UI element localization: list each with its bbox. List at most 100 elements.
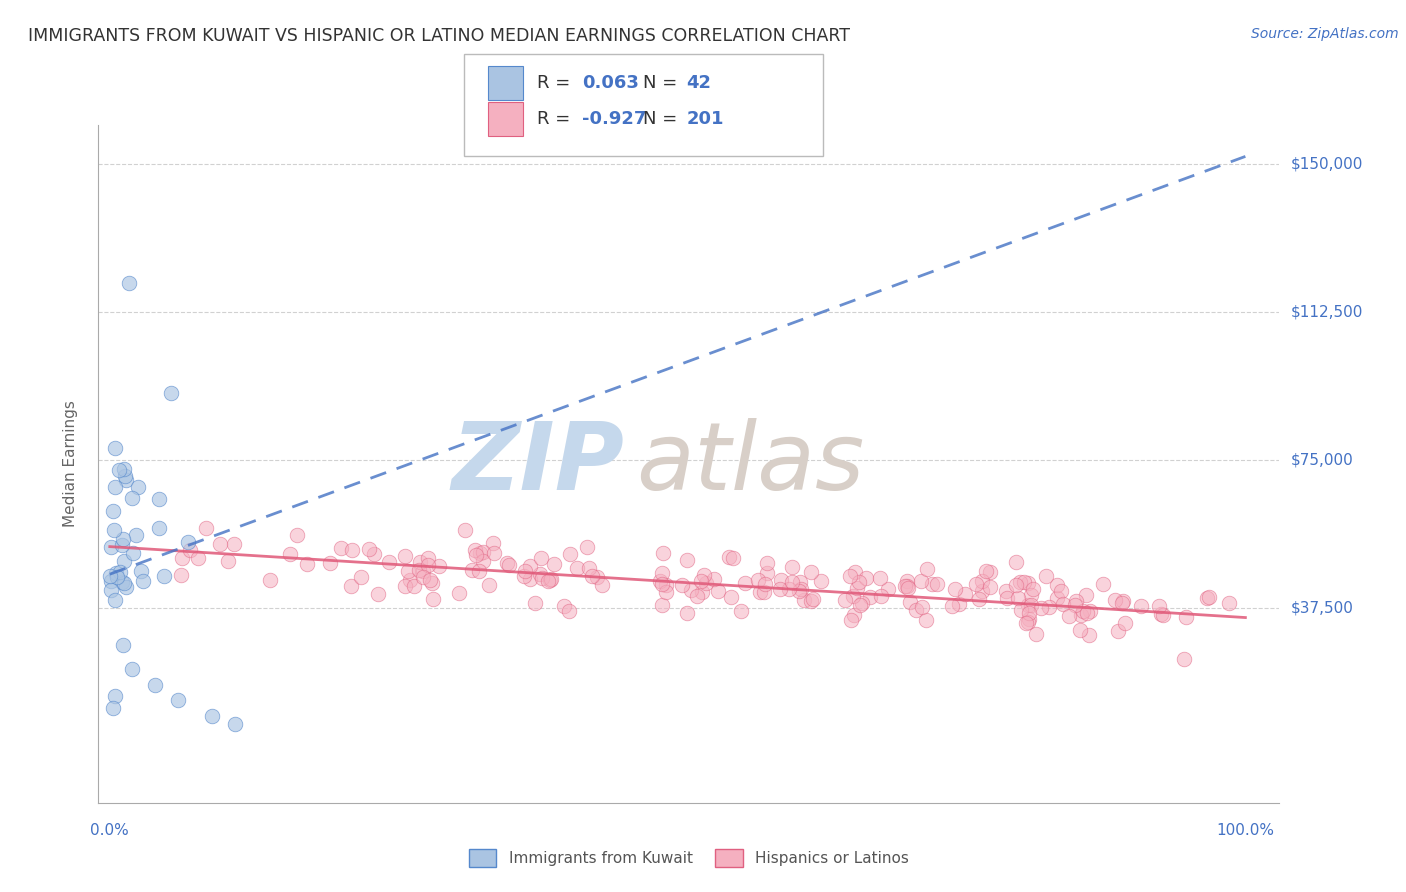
Point bbox=[1052, 597, 1074, 611]
Point bbox=[1198, 590, 1220, 604]
Point bbox=[201, 709, 224, 723]
Point bbox=[1017, 576, 1039, 591]
Text: $75,000: $75,000 bbox=[1291, 452, 1354, 467]
Point bbox=[112, 638, 135, 652]
Point bbox=[148, 492, 170, 507]
Point bbox=[690, 584, 713, 599]
Point bbox=[295, 557, 318, 571]
Point bbox=[686, 589, 709, 603]
Point bbox=[897, 581, 920, 595]
Point bbox=[965, 577, 987, 591]
Point bbox=[995, 591, 1018, 605]
Point bbox=[943, 582, 966, 597]
Point bbox=[1071, 604, 1094, 618]
Point bbox=[127, 480, 149, 494]
Point bbox=[1018, 606, 1040, 620]
Point bbox=[734, 576, 756, 591]
Point bbox=[105, 570, 128, 584]
Point bbox=[565, 560, 588, 574]
Point bbox=[578, 561, 600, 575]
Point bbox=[1064, 598, 1087, 612]
Text: IMMIGRANTS FROM KUWAIT VS HISPANIC OR LATINO MEDIAN EARNINGS CORRELATION CHART: IMMIGRANTS FROM KUWAIT VS HISPANIC OR LA… bbox=[28, 27, 851, 45]
Point bbox=[651, 577, 673, 591]
Point bbox=[842, 589, 865, 603]
Point bbox=[122, 546, 145, 560]
Point bbox=[101, 504, 124, 518]
Point bbox=[755, 566, 778, 580]
Point bbox=[1017, 615, 1039, 629]
Point bbox=[941, 599, 963, 614]
Point bbox=[1107, 624, 1129, 639]
Point bbox=[679, 582, 702, 597]
Point bbox=[1074, 588, 1097, 602]
Point bbox=[789, 574, 811, 589]
Point bbox=[651, 566, 673, 580]
Text: R =: R = bbox=[537, 110, 576, 128]
Point bbox=[108, 463, 131, 477]
Point bbox=[519, 572, 541, 586]
Point bbox=[1114, 615, 1136, 630]
Point bbox=[848, 599, 870, 613]
Point bbox=[1049, 583, 1071, 598]
Point bbox=[876, 582, 898, 597]
Point bbox=[105, 566, 128, 580]
Point bbox=[115, 473, 138, 487]
Point bbox=[925, 577, 948, 591]
Point bbox=[706, 583, 728, 598]
Point bbox=[581, 568, 603, 582]
Point bbox=[1069, 623, 1091, 637]
Point bbox=[194, 521, 217, 535]
Point bbox=[427, 559, 450, 574]
Point bbox=[585, 569, 607, 583]
Point bbox=[461, 563, 484, 577]
Text: $150,000: $150,000 bbox=[1291, 157, 1362, 172]
Point bbox=[842, 607, 865, 622]
Point bbox=[177, 534, 200, 549]
Point bbox=[969, 592, 991, 607]
Point bbox=[394, 578, 416, 592]
Point bbox=[396, 564, 419, 578]
Point bbox=[538, 573, 561, 587]
Point bbox=[114, 469, 136, 483]
Point bbox=[1046, 591, 1069, 606]
Point bbox=[893, 579, 915, 593]
Text: 100.0%: 100.0% bbox=[1216, 822, 1274, 838]
Point bbox=[495, 557, 517, 571]
Point bbox=[419, 573, 441, 587]
Text: Source: ZipAtlas.com: Source: ZipAtlas.com bbox=[1251, 27, 1399, 41]
Point bbox=[530, 551, 553, 566]
Point bbox=[1007, 591, 1029, 605]
Point bbox=[259, 573, 281, 587]
Point bbox=[103, 701, 124, 715]
Point bbox=[111, 532, 134, 546]
Point bbox=[787, 583, 810, 598]
Point bbox=[553, 599, 575, 614]
Point bbox=[1218, 596, 1240, 610]
Point bbox=[524, 596, 547, 610]
Point bbox=[970, 574, 993, 589]
Text: ZIP: ZIP bbox=[451, 417, 624, 510]
Text: 0.063: 0.063 bbox=[582, 74, 638, 92]
Point bbox=[1195, 591, 1218, 606]
Point bbox=[810, 574, 832, 589]
Text: N =: N = bbox=[643, 74, 682, 92]
Point bbox=[695, 576, 717, 591]
Point bbox=[350, 570, 373, 584]
Point bbox=[513, 569, 536, 583]
Point bbox=[1076, 607, 1098, 621]
Point bbox=[103, 523, 125, 537]
Point bbox=[869, 571, 891, 585]
Point bbox=[121, 491, 143, 505]
Point bbox=[1022, 582, 1045, 597]
Point bbox=[1018, 612, 1040, 626]
Point bbox=[98, 568, 121, 582]
Point bbox=[110, 574, 132, 589]
Point bbox=[1038, 600, 1060, 615]
Point bbox=[394, 549, 416, 563]
Point bbox=[914, 613, 936, 627]
Point bbox=[769, 573, 792, 587]
Point bbox=[855, 571, 877, 585]
Point bbox=[1174, 609, 1197, 624]
Point bbox=[970, 583, 993, 598]
Point bbox=[285, 528, 308, 542]
